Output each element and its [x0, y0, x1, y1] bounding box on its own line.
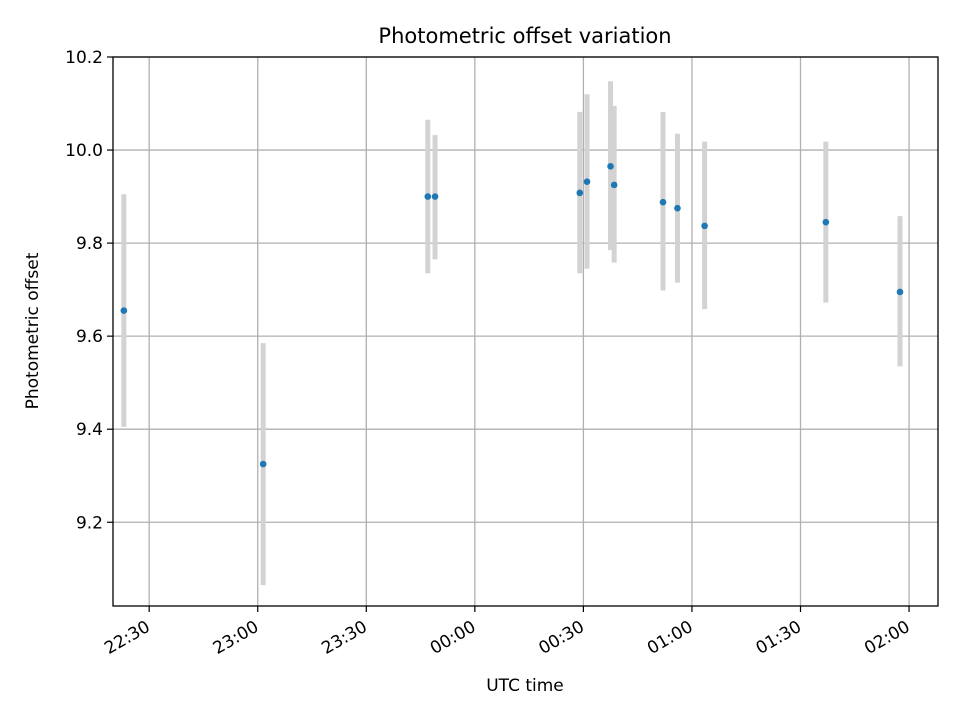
x-tick-label: 23:30 [318, 617, 370, 659]
y-tick-label: 10.0 [65, 141, 103, 161]
x-tick-label: 00:00 [427, 617, 479, 659]
grid [113, 56, 938, 606]
chart-title: Photometric offset variation [378, 24, 671, 48]
data-points [120, 163, 904, 468]
y-tick-label: 9.8 [76, 234, 103, 254]
x-tick-label: 00:30 [535, 617, 587, 659]
data-point [822, 218, 830, 226]
data-point [607, 163, 614, 170]
y-tick-label: 10.2 [65, 48, 103, 68]
y-tick-label: 9.6 [76, 327, 103, 347]
data-point [659, 198, 667, 206]
data-point [896, 288, 904, 296]
x-tick-label: 02:00 [861, 617, 913, 659]
data-point [120, 307, 128, 314]
data-point [424, 193, 432, 200]
data-point [610, 181, 618, 189]
data-point [674, 204, 681, 212]
y-axis-label: Photometric offset [23, 252, 43, 409]
data-point [431, 193, 439, 200]
data-point [576, 189, 584, 197]
data-point [259, 460, 267, 468]
data-point [583, 178, 591, 185]
x-axis-ticks: 22:30 23:00 23:30 00:00 00:30 01:00 01:30 02:00 [101, 606, 914, 659]
y-tick-label: 9.2 [76, 513, 103, 533]
x-axis-label: UTC time [486, 676, 564, 696]
x-tick-label: 01:00 [644, 617, 696, 659]
y-tick-label: 9.4 [76, 420, 103, 440]
y-axis-ticks: 9.2 9.4 9.6 9.8 10.0 10.2 [65, 48, 113, 533]
plot-frame [112, 56, 939, 607]
errorbars [121, 81, 903, 586]
x-tick-label: 22:30 [101, 617, 153, 659]
x-tick-label: 01:30 [753, 617, 805, 659]
x-tick-label: 23:00 [210, 617, 262, 659]
data-point [701, 222, 708, 230]
